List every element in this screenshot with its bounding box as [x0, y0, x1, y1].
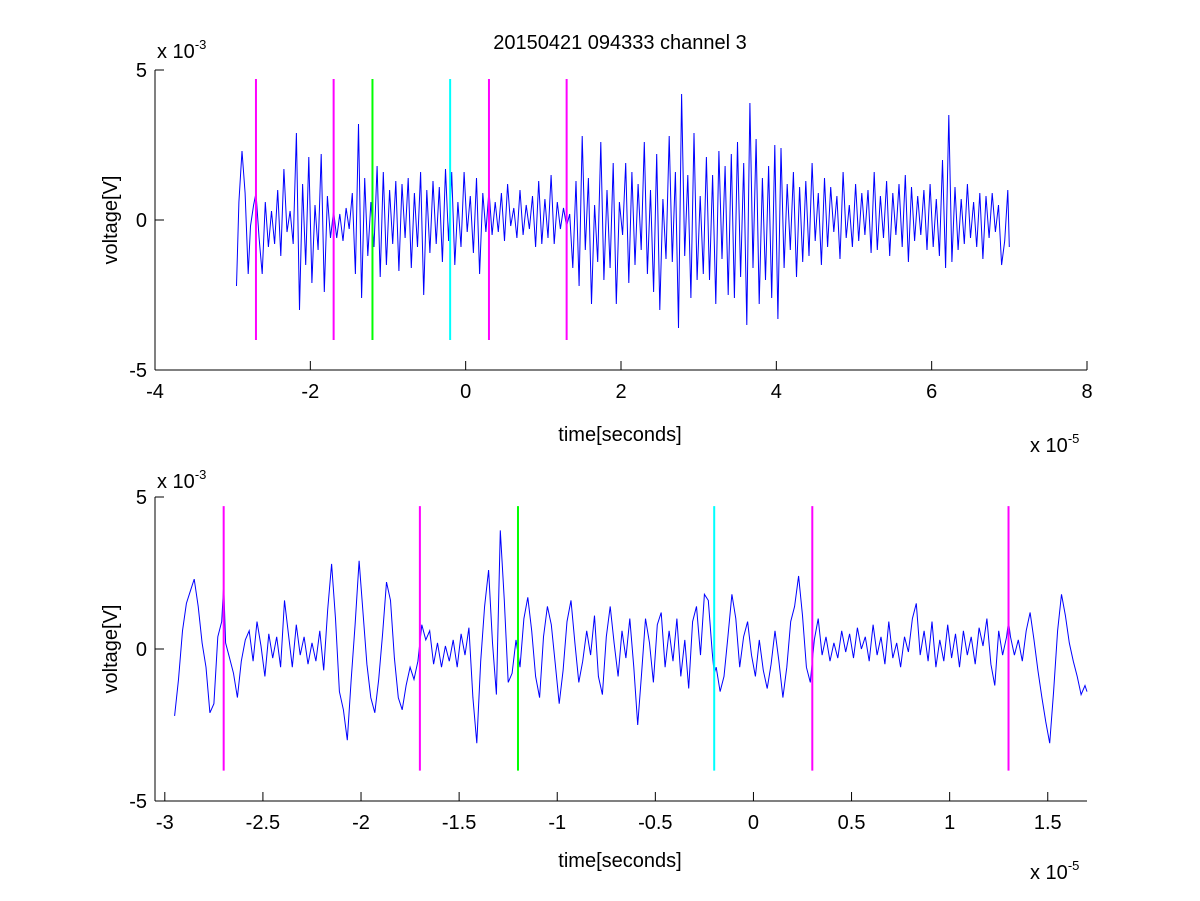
top-plot-x-tick-label: 8: [1081, 381, 1092, 403]
top-plot-y-exponent: x 10-3: [157, 37, 206, 63]
bottom-plot-x-tick-label: 0.5: [838, 812, 866, 834]
bottom-plot-axes: -3 -2.5 -2 -1.5 -1 -0.5 0 0.5 1 1.5 -5 0 5 time[sec…: [100, 467, 1088, 884]
top-plot-x-tick-label: 0: [460, 381, 471, 403]
top-plot-x-tick-label: 6: [926, 381, 937, 403]
top-plot-grid-layer: [236, 79, 1010, 340]
bottom-plot-y-tick-label: 0: [136, 639, 147, 661]
bottom-plot-y-ticks: -5 0 5: [129, 487, 164, 813]
top-plot-y-ticks: -5 0 5: [129, 60, 164, 382]
top-plot-signal-line: [236, 93, 1010, 329]
bottom-plot-y-tick-label: 5: [136, 487, 147, 509]
top-plot-y-tick-label: 5: [136, 60, 147, 82]
bottom-plot-y-label: voltage[V]: [100, 605, 122, 694]
bottom-plot-y-tick-label: -5: [129, 791, 147, 813]
top-plot-y-tick-label: 0: [136, 210, 147, 232]
top-plot-x-ticks: -4 -2 0 2 4 6 8: [146, 361, 1093, 403]
top-plot-x-tick-label: 4: [771, 381, 782, 403]
bottom-plot-x-tick-label: 0: [748, 812, 759, 834]
figure-title: 20150421 094333 channel 3: [493, 32, 747, 54]
bottom-plot-grid-layer: [174, 506, 1088, 771]
bottom-plot-x-tick-label: -1.5: [442, 812, 476, 834]
top-plot-x-tick-label: -2: [301, 381, 319, 403]
bottom-plot-signal-line: [174, 530, 1088, 744]
bottom-plot-x-label: time[seconds]: [558, 850, 681, 872]
bottom-plot-x-exponent: x 10-5: [1030, 858, 1079, 884]
top-plot-y-tick-label: -5: [129, 360, 147, 382]
bottom-plot-x-tick-label: -2.5: [246, 812, 280, 834]
top-plot-y-label: voltage[V]: [100, 176, 122, 265]
top-plot-x-label: time[seconds]: [558, 424, 681, 446]
bottom-plot-x-tick-label: -0.5: [638, 812, 672, 834]
top-plot-x-tick-label: -4: [146, 381, 164, 403]
bottom-plot-x-ticks: -3 -2.5 -2 -1.5 -1 -0.5 0 0.5 1 1.5: [156, 792, 1062, 834]
top-plot-x-tick-label: 2: [615, 381, 626, 403]
bottom-plot-x-tick-label: 1.5: [1034, 812, 1062, 834]
bottom-plot-y-exponent: x 10-3: [157, 467, 206, 493]
top-plot-axes: -4 -2 0 2 4 6 8 -505 time[seconds] voltage[V] …: [100, 37, 1093, 457]
bottom-plot-x-tick-label: -2: [352, 812, 370, 834]
bottom-plot-x-tick-label: 1: [944, 812, 955, 834]
top-plot-x-exponent: x 10-5: [1030, 431, 1079, 457]
bottom-plot-x-tick-label: -3: [156, 812, 174, 834]
bottom-plot-x-tick-label: -1: [548, 812, 566, 834]
